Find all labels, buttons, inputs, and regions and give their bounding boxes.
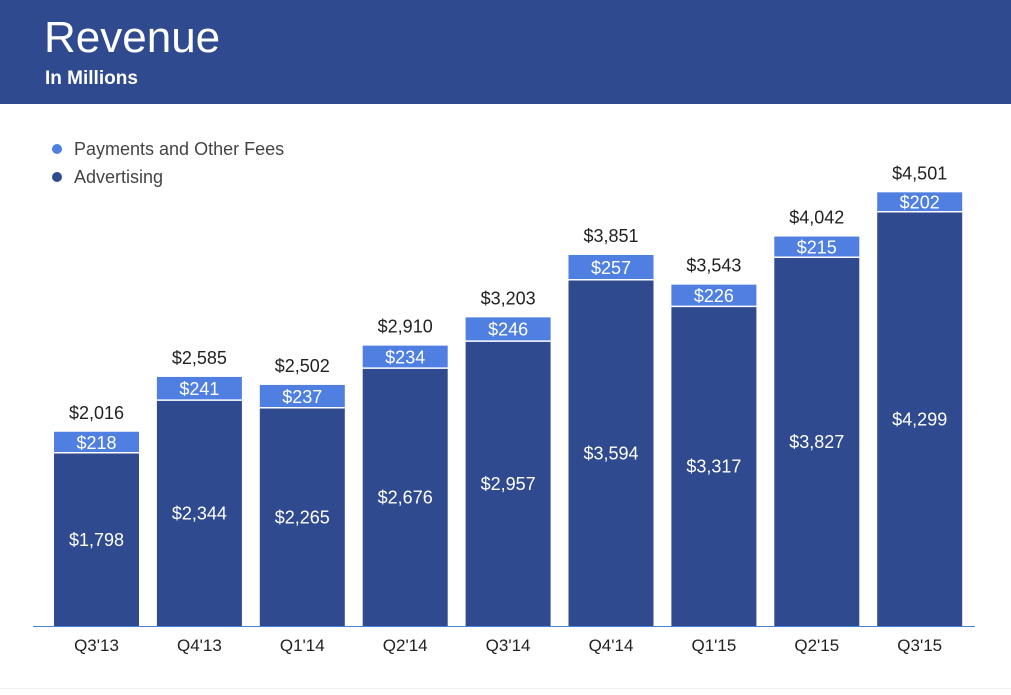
x-tick-label-1: Q4'13 — [177, 636, 222, 655]
legend-item-payments: Payments and Other Fees — [52, 135, 284, 163]
label-total-8: $4,501 — [892, 163, 947, 183]
legend-label-payments: Payments and Other Fees — [74, 138, 285, 159]
label-advertising-0: $1,798 — [69, 530, 124, 550]
label-total-4: $3,203 — [481, 288, 536, 308]
label-advertising-2: $2,265 — [275, 507, 330, 527]
bar-payments-0 — [54, 431, 139, 453]
label-payments-4: $246 — [488, 320, 528, 340]
x-tick-label-8: Q3'15 — [897, 636, 942, 655]
label-advertising-1: $2,344 — [172, 504, 227, 524]
label-payments-3: $234 — [385, 347, 425, 367]
bar-payments-4 — [465, 317, 551, 342]
bar-advertising-8 — [877, 211, 963, 626]
label-payments-6: $226 — [694, 286, 734, 306]
legend-label-advertising: Advertising — [74, 166, 164, 187]
label-payments-7: $215 — [797, 237, 837, 257]
legend: Payments and Other Fees Advertising — [52, 135, 284, 191]
bar-payments-2 — [259, 384, 345, 408]
bar-payments-6 — [671, 284, 757, 307]
bar-advertising-0 — [54, 452, 139, 626]
x-tick-label-4: Q3'14 — [486, 636, 531, 655]
label-total-7: $4,042 — [789, 208, 844, 228]
legend-item-advertising: Advertising — [52, 163, 284, 191]
label-payments-1: $241 — [179, 379, 219, 399]
x-tick-label-5: Q4'14 — [589, 636, 634, 655]
label-total-1: $2,585 — [172, 348, 227, 368]
page-divider — [0, 688, 1011, 689]
x-tick-label-7: Q2'15 — [794, 636, 839, 655]
label-payments-8: $202 — [900, 193, 940, 213]
x-tick-label-6: Q1'15 — [691, 636, 736, 655]
x-tick-label-3: Q2'14 — [383, 636, 428, 655]
label-advertising-8: $4,299 — [892, 409, 947, 429]
label-advertising-3: $2,676 — [378, 488, 433, 508]
legend-dot-advertising-icon — [52, 172, 62, 182]
header-banner: Revenue In Millions — [0, 0, 1011, 104]
bar-advertising-3 — [362, 368, 448, 626]
label-total-6: $3,543 — [686, 256, 741, 276]
bar-payments-8 — [877, 192, 963, 212]
label-payments-5: $257 — [591, 258, 631, 278]
bar-advertising-1 — [156, 400, 242, 626]
x-tick-label-2: Q1'14 — [280, 636, 325, 655]
bar-payments-5 — [568, 254, 654, 280]
bar-payments-3 — [362, 345, 448, 369]
label-total-5: $3,851 — [583, 226, 638, 246]
label-total-3: $2,910 — [378, 317, 433, 337]
bar-advertising-7 — [774, 257, 860, 626]
label-advertising-4: $2,957 — [481, 474, 536, 494]
bar-payments-7 — [774, 236, 860, 258]
bar-advertising-4 — [465, 341, 551, 626]
bar-advertising-2 — [259, 407, 345, 626]
x-tick-label-0: Q3'13 — [74, 636, 119, 655]
legend-dot-payments-icon — [52, 144, 62, 154]
label-total-2: $2,502 — [275, 356, 330, 376]
label-advertising-5: $3,594 — [583, 443, 638, 463]
bar-advertising-6 — [671, 306, 757, 626]
chart-subtitle: In Millions — [45, 68, 138, 89]
label-payments-0: $218 — [76, 433, 116, 453]
chart-title: Revenue — [44, 13, 221, 62]
bar-payments-1 — [156, 376, 242, 401]
label-advertising-7: $3,827 — [789, 432, 844, 452]
label-payments-2: $237 — [282, 387, 322, 407]
label-advertising-6: $3,317 — [686, 457, 741, 477]
bar-advertising-5 — [568, 279, 654, 626]
label-total-0: $2,016 — [69, 403, 124, 423]
